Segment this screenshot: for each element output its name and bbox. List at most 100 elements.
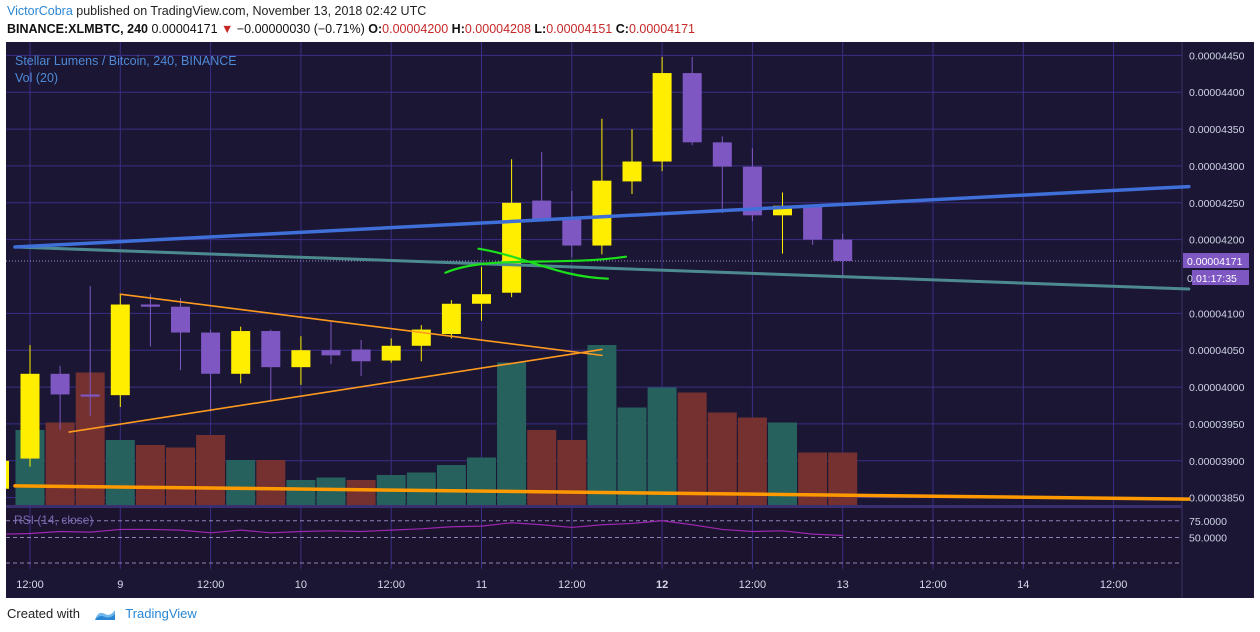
candle-body <box>502 202 522 293</box>
x-tick-label: 12 <box>656 579 668 591</box>
candle-body <box>110 304 130 396</box>
price-change: −0.00000030 (−0.71%) <box>236 22 365 36</box>
candle-body <box>562 219 582 246</box>
high-label: H: <box>451 22 465 36</box>
y-tick-label: 0.00004250 <box>1189 198 1245 210</box>
footer: Created with TradingView <box>7 606 197 622</box>
y-tick-label-partial: 0. <box>1187 273 1196 285</box>
tradingview-logo-icon <box>94 609 115 620</box>
y-tick-label: 0.00003950 <box>1189 419 1245 431</box>
y-tick-label: 0.00004450 <box>1189 50 1245 62</box>
volume-bar <box>166 447 195 505</box>
publish-info: VictorCobra published on TradingView.com… <box>7 4 426 18</box>
candle-body <box>50 373 70 395</box>
ohlc-legend: BINANCE:XLMBTC, 240 0.00004171 ▼ −0.0000… <box>7 22 695 36</box>
rsi-mid-level-label: 50.0000 <box>1189 533 1227 545</box>
x-tick-label: 12:00 <box>197 579 225 591</box>
y-tick-label: 0.00003850 <box>1189 493 1245 505</box>
candle-body <box>20 373 40 459</box>
open-value: 0.00004200 <box>382 22 449 36</box>
candle-body <box>140 304 160 307</box>
support-trendline <box>13 484 1191 501</box>
x-tick-label: 12:00 <box>558 579 586 591</box>
x-tick-label: 13 <box>837 579 849 591</box>
high-value: 0.00004208 <box>464 22 531 36</box>
candle-body <box>381 345 401 361</box>
created-with-text: Created with <box>7 606 80 621</box>
countdown-tag <box>1192 270 1249 286</box>
candle-body <box>652 73 672 162</box>
candle-body <box>833 239 853 262</box>
candle-body <box>80 394 100 397</box>
tradingview-link[interactable]: TradingView <box>125 606 197 621</box>
y-tick-label: 0.00004200 <box>1189 235 1245 247</box>
y-tick-label: 0.00004000 <box>1189 382 1245 394</box>
candle-body <box>201 332 221 374</box>
candle-body <box>472 294 491 304</box>
volume-legend: Vol (20) <box>15 71 58 85</box>
triangle-lower-line <box>68 348 603 433</box>
down-arrow-icon: ▼ <box>221 22 234 36</box>
candle-body <box>532 200 552 220</box>
volume-bar <box>768 422 797 505</box>
low-value: 0.00004151 <box>546 22 613 36</box>
price-tag-label: 0.00004171 <box>1187 256 1243 268</box>
x-tick-label: 12:00 <box>16 579 44 591</box>
volume-bar <box>256 460 286 505</box>
y-tick-label: 0.00004050 <box>1189 345 1245 357</box>
volume-bar <box>798 452 828 505</box>
y-tick-label: 0.00004300 <box>1189 161 1245 173</box>
ascending-trendline <box>13 184 1191 249</box>
close-value: 0.00004171 <box>628 22 695 36</box>
published-text: published on TradingView.com, November 1… <box>76 4 427 18</box>
y-axis-background <box>1182 42 1254 569</box>
volume-bar <box>436 465 466 505</box>
x-tick-label: 10 <box>295 579 307 591</box>
x-tick-label: 12:00 <box>919 579 947 591</box>
author-link[interactable]: VictorCobra <box>7 4 73 18</box>
rsi-upper-level-label: 75.0000 <box>1189 516 1227 528</box>
symbol-label: BINANCE:XLMBTC, 240 <box>7 22 148 36</box>
candle-body <box>803 205 823 240</box>
volume-bar <box>677 392 707 505</box>
volume-bar <box>587 345 617 505</box>
last-price: 0.00004171 <box>151 22 218 36</box>
low-label: L: <box>534 22 547 36</box>
volume-bar <box>527 430 557 505</box>
volume-bar <box>45 422 75 505</box>
x-tick-label: 12:00 <box>739 579 767 591</box>
x-tick-label: 11 <box>476 579 487 591</box>
open-label: O: <box>368 22 383 36</box>
candle-body <box>441 303 461 334</box>
partial-candle <box>6 460 9 489</box>
scribble-mark <box>477 247 610 280</box>
triangle-upper-line <box>119 293 603 357</box>
volume-bar <box>226 460 256 505</box>
volume-bar <box>105 440 135 505</box>
volume-bar <box>196 435 226 505</box>
volume-bar <box>286 480 316 505</box>
candle-body <box>291 350 311 368</box>
chart-title: Stellar Lumens / Bitcoin, 240, BINANCE <box>15 54 237 68</box>
candle-body <box>171 306 190 333</box>
volume-bar <box>467 457 496 505</box>
rsi-line <box>6 520 843 537</box>
price-chart[interactable]: 0.00004450 0.00004400 0.00004350 0.00004300… <box>6 42 1254 598</box>
volume-bar <box>617 407 647 505</box>
close-label: C: <box>615 22 629 36</box>
candle-body <box>321 350 341 356</box>
candle-body <box>712 142 732 167</box>
volume-bar <box>737 417 767 505</box>
volume-bar <box>707 412 737 505</box>
y-tick-label: 0.00004100 <box>1189 308 1245 320</box>
volume-bar <box>828 452 858 505</box>
x-tick-label: 14 <box>1017 579 1029 591</box>
candle-body <box>742 166 762 216</box>
volume-bar <box>346 480 376 505</box>
candle-body <box>261 331 281 368</box>
candle-body <box>682 73 702 143</box>
volume-bar <box>497 362 527 505</box>
volume-bar <box>135 445 165 505</box>
y-tick-label: 0.00004350 <box>1189 124 1245 136</box>
candle-body <box>622 161 642 182</box>
